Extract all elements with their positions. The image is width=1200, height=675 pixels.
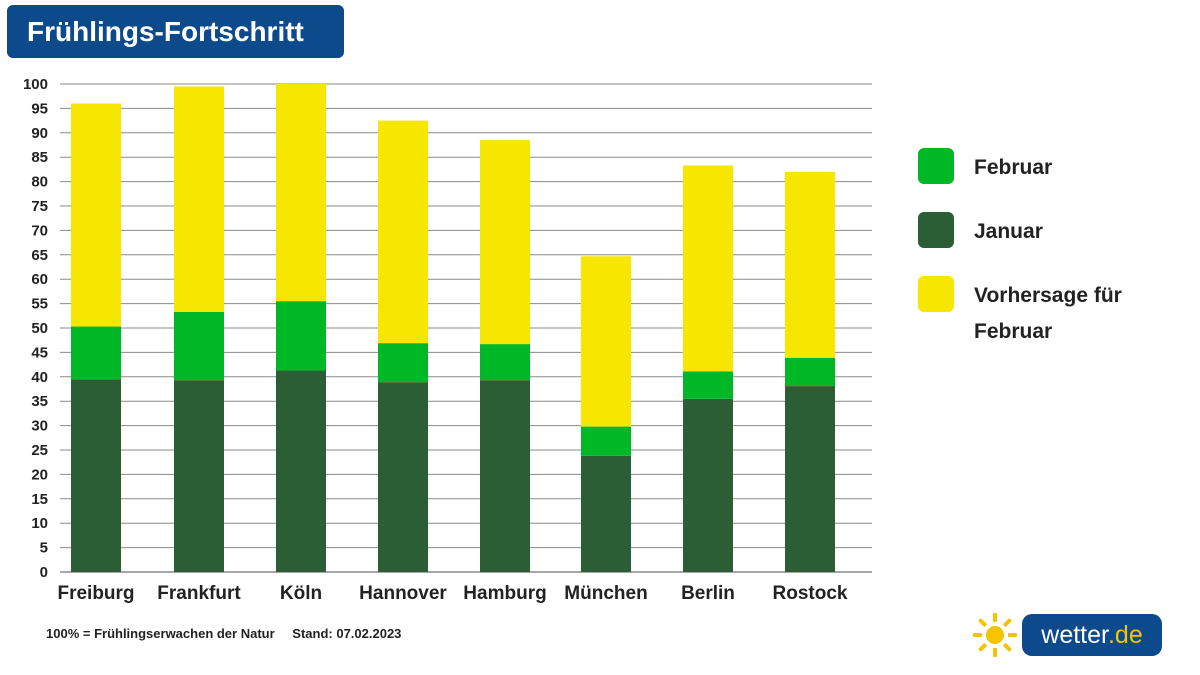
footnote: 100% = Frühlingserwachen der Natur Stand… <box>46 626 401 641</box>
logo-name: wetter <box>1041 621 1108 649</box>
y-tick-label: 10 <box>31 515 48 532</box>
x-tick-label-berlin: Berlin <box>681 583 735 604</box>
bar-muenchen-vorhersage-fuer-februar <box>581 256 631 427</box>
y-tick-label: 45 <box>31 344 48 361</box>
bar-hamburg-januar <box>480 380 530 572</box>
bar-hamburg-februar <box>480 344 530 381</box>
bar-koeln-februar <box>276 301 326 371</box>
legend-label-januar: Januar <box>974 220 1043 243</box>
y-tick-label: 35 <box>31 393 48 410</box>
y-tick-label: 40 <box>31 369 48 386</box>
y-tick-label: 0 <box>40 564 48 581</box>
legend-swatch-vorhersage <box>918 276 954 312</box>
y-tick-label: 95 <box>31 100 48 117</box>
y-tick-label: 30 <box>31 418 48 435</box>
bar-berlin-vorhersage-fuer-februar <box>683 165 733 372</box>
y-tick-label: 15 <box>31 491 48 508</box>
x-tick-label-frankfurt: Frankfurt <box>157 583 241 604</box>
bar-koeln-januar <box>276 370 326 572</box>
footnote-date: Stand: 07.02.2023 <box>292 626 402 641</box>
footnote-definition: 100% = Frühlingserwachen der Natur <box>46 626 275 641</box>
bar-hamburg-vorhersage-fuer-februar <box>480 140 530 345</box>
x-tick-label-hannover: Hannover <box>359 583 447 604</box>
bar-rostock-januar <box>785 386 835 572</box>
x-tick-label-hamburg: Hamburg <box>463 583 546 604</box>
y-tick-label: 60 <box>31 271 48 288</box>
sun-icon <box>973 613 1017 657</box>
bar-hannover-januar <box>378 382 428 572</box>
bar-rostock-vorhersage-fuer-februar <box>785 171 835 358</box>
y-tick-label: 85 <box>31 149 48 166</box>
x-tick-label-muenchen: München <box>564 583 647 604</box>
y-tick-label: 90 <box>31 125 48 142</box>
y-tick-label: 70 <box>31 222 48 239</box>
y-tick-label: 55 <box>31 296 48 313</box>
bar-freiburg-vorhersage-fuer-februar <box>71 103 121 327</box>
x-tick-label-rostock: Rostock <box>773 583 848 604</box>
chart-title: Frühlings-Fortschritt <box>7 5 344 58</box>
y-tick-label: 80 <box>31 174 48 191</box>
legend-swatch-januar <box>918 212 954 248</box>
legend-label-vorhersage: Vorhersage für Februar <box>974 284 1122 343</box>
legend-label-februar: Februar <box>974 156 1053 179</box>
x-tick-label-freiburg: Freiburg <box>57 583 134 604</box>
bar-berlin-februar <box>683 371 733 399</box>
legend-swatch-februar <box>918 148 954 184</box>
logo-tld: .de <box>1107 621 1143 649</box>
y-tick-label: 50 <box>31 320 48 337</box>
bar-freiburg-februar <box>71 326 121 380</box>
bar-frankfurt-februar <box>174 311 224 381</box>
y-tick-label: 5 <box>40 540 48 557</box>
logo-badge: wetter.de <box>1022 614 1162 656</box>
bar-frankfurt-vorhersage-fuer-februar <box>174 86 224 312</box>
y-tick-label: 100 <box>23 76 48 93</box>
bar-koeln-vorhersage-fuer-februar <box>276 84 326 302</box>
bar-frankfurt-januar <box>174 380 224 572</box>
y-tick-label: 25 <box>31 442 48 459</box>
bar-hannover-februar <box>378 343 428 383</box>
x-tick-label-koeln: Köln <box>280 583 322 604</box>
bar-rostock-februar <box>785 357 835 387</box>
y-tick-label: 65 <box>31 247 48 264</box>
bar-muenchen-januar <box>581 455 631 572</box>
y-tick-label: 20 <box>31 466 48 483</box>
wetter-de-logo[interactable]: wetter.de <box>972 612 1164 658</box>
bar-berlin-januar <box>683 398 733 572</box>
bar-hannover-vorhersage-fuer-februar <box>378 120 428 344</box>
y-tick-label: 75 <box>31 198 48 215</box>
bar-muenchen-februar <box>581 426 631 456</box>
bar-freiburg-januar <box>71 379 121 572</box>
